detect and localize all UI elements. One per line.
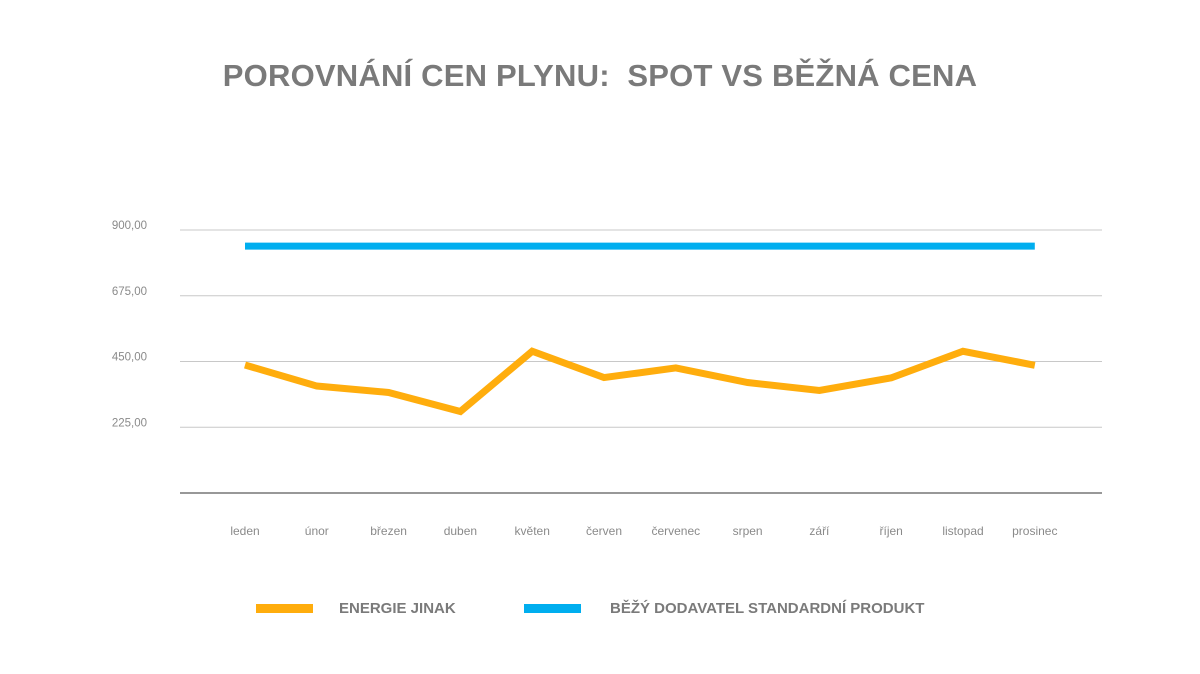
legend-item-energie-jinak: ENERGIE JINAK [256, 596, 456, 620]
legend-item-bezny-dodavatel: BĚŽÝ DODAVATEL STANDARDNÍ PRODUKT [524, 596, 924, 620]
x-tick-label-srpen: srpen [733, 524, 763, 538]
legend-swatch-bezny-dodavatel [524, 603, 581, 613]
x-tick-label-zari: září [809, 524, 830, 538]
x-tick-label-listopad: listopad [942, 524, 983, 538]
x-tick-label-rijen: říjen [880, 524, 903, 538]
x-tick-label-brezen: březen [370, 524, 407, 538]
legend-label-energie-jinak: ENERGIE JINAK [339, 599, 456, 617]
gridlines [180, 229, 1102, 494]
x-tick-label-duben: duben [444, 524, 477, 538]
x-tick-label-unor: únor [305, 524, 329, 538]
x-tick-label-prosinec: prosinec [1012, 524, 1057, 538]
y-tick-label: 675,00 [112, 286, 147, 298]
series-line-energie-jinak [244, 347, 1036, 416]
x-tick-label-cervenec: červenec [651, 524, 700, 538]
legend-swatch-energie-jinak [256, 603, 313, 613]
y-tick-label: 900,00 [112, 220, 147, 232]
legend-label-bezny-dodavatel: BĚŽÝ DODAVATEL STANDARDNÍ PRODUKT [610, 599, 925, 617]
y-tick-label: 225,00 [112, 417, 147, 429]
line-chart: 225,00 450,00 675,00 900,00 leden únor březen… [112, 220, 1102, 538]
x-tick-label-leden: leden [230, 524, 259, 538]
x-axis-tick-labels: leden únor březen duben květen červen červenec… [230, 524, 1057, 538]
legend: ENERGIE JINAK BĚŽÝ DODAVATEL STANDARDNÍ … [0, 596, 1200, 620]
y-axis-tick-labels: 225,00 450,00 675,00 900,00 [112, 220, 147, 429]
series-lines [244, 242, 1036, 416]
x-tick-label-cerven: červen [586, 524, 622, 538]
y-tick-label: 450,00 [112, 352, 147, 364]
chart-title: POROVNÁNÍ CEN PLYNU: SPOT VS BĚŽNÁ CENA [222, 58, 978, 93]
x-tick-label-kveten: květen [515, 524, 550, 538]
